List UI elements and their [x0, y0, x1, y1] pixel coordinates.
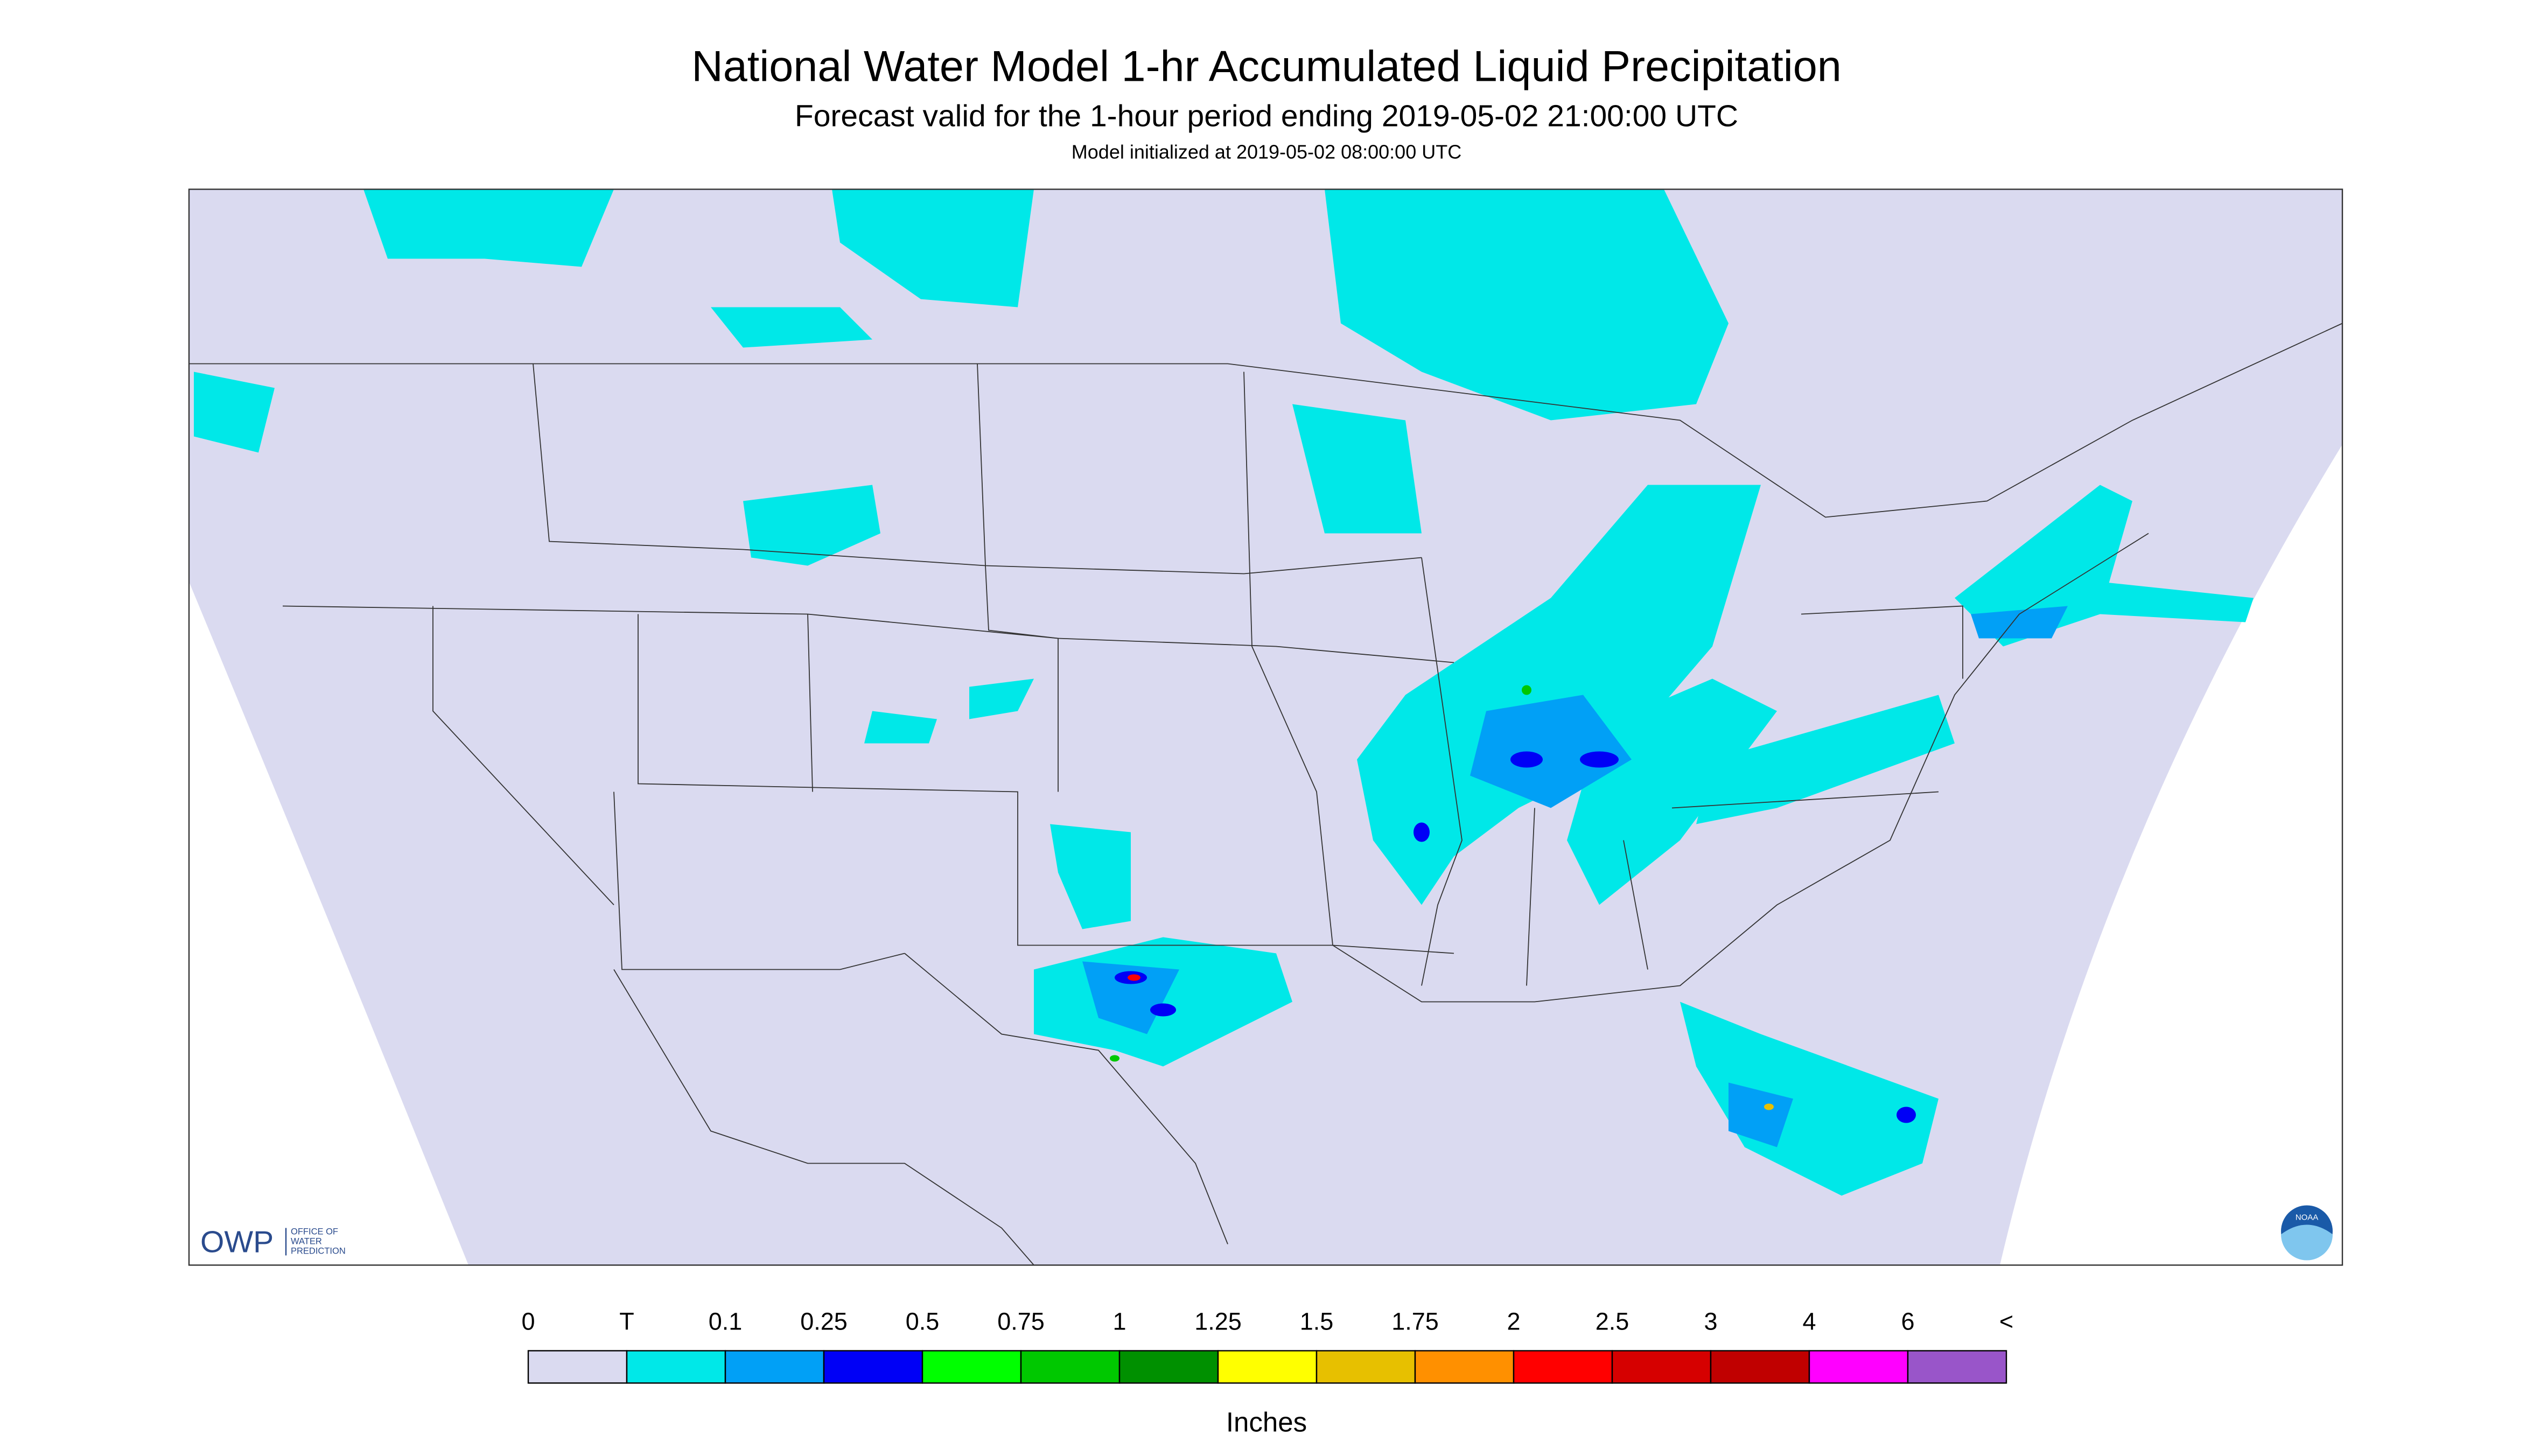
precip-heavy	[1115, 751, 1916, 1123]
legend-swatch	[1316, 1350, 1416, 1384]
precip-light	[194, 189, 2254, 1196]
legend-swatch	[1217, 1350, 1318, 1384]
owp-line: OFFICE OF	[291, 1227, 338, 1237]
legend-label: 3	[1704, 1308, 1717, 1335]
legend: 0 T 0.1 0.25 0.5 0.75 1 1.25 1.5 1.75 2 2.5 3 4 6 <	[521, 1308, 2013, 1384]
owp-text: OWP	[200, 1225, 274, 1259]
map-frame	[188, 188, 2343, 1266]
owp-line: PREDICTION	[291, 1247, 346, 1256]
legend-label: 0.5	[906, 1308, 940, 1335]
legend-label: T	[619, 1308, 634, 1335]
noaa-logo: NOAA	[2281, 1205, 2333, 1261]
legend-label: 0.25	[800, 1308, 848, 1335]
owp-line: WATER	[291, 1237, 322, 1247]
legend-label: 1.75	[1391, 1308, 1439, 1335]
init-time: Model initialized at 2019-05-02 08:00:00…	[1072, 141, 1461, 163]
legend-label: 4	[1802, 1308, 1816, 1335]
legend-swatch	[1611, 1350, 1712, 1384]
legend-label: 2.5	[1596, 1308, 1629, 1335]
map-area: OWP OFFICE OF WATER PREDICTION NOAA	[188, 188, 2343, 1266]
precip-core	[1110, 685, 1774, 1110]
noaa-text: NOAA	[2296, 1213, 2319, 1222]
legend-swatch	[921, 1350, 1022, 1384]
legend-label: 1	[1112, 1308, 1126, 1335]
legend-swatch	[527, 1350, 628, 1384]
boundaries	[189, 323, 2343, 1266]
legend-swatch	[626, 1350, 726, 1384]
legend-label: 0.75	[997, 1308, 1045, 1335]
legend-label: 1.5	[1300, 1308, 1334, 1335]
title: National Water Model 1-hr Accumulated Li…	[691, 43, 1842, 91]
legend-swatch	[1414, 1350, 1515, 1384]
legend-label: 0	[521, 1308, 535, 1335]
legend-unit: Inches	[1226, 1407, 1307, 1438]
legend-label: <	[1999, 1308, 2013, 1335]
legend-label: 1.25	[1194, 1308, 1242, 1335]
legend-swatch	[724, 1350, 825, 1384]
legend-label: 2	[1507, 1308, 1520, 1335]
noaa-wave	[2281, 1224, 2333, 1261]
legend-swatch	[1710, 1350, 1810, 1384]
owp-logo: OWP OFFICE OF WATER PREDICTION	[200, 1225, 346, 1259]
legend-swatch	[1808, 1350, 1909, 1384]
legend-swatch	[823, 1350, 923, 1384]
legend-swatch	[1513, 1350, 1613, 1384]
legend-swatch	[1118, 1350, 1219, 1384]
legend-swatch	[1020, 1350, 1121, 1384]
model-domain	[189, 189, 2342, 1265]
subtitle: Forecast valid for the 1-hour period end…	[795, 99, 1738, 134]
legend-swatch	[1907, 1350, 2007, 1384]
legend-label: 0.1	[709, 1308, 743, 1335]
precip-medium	[1082, 606, 2068, 1147]
legend-label: 6	[1901, 1308, 1914, 1335]
